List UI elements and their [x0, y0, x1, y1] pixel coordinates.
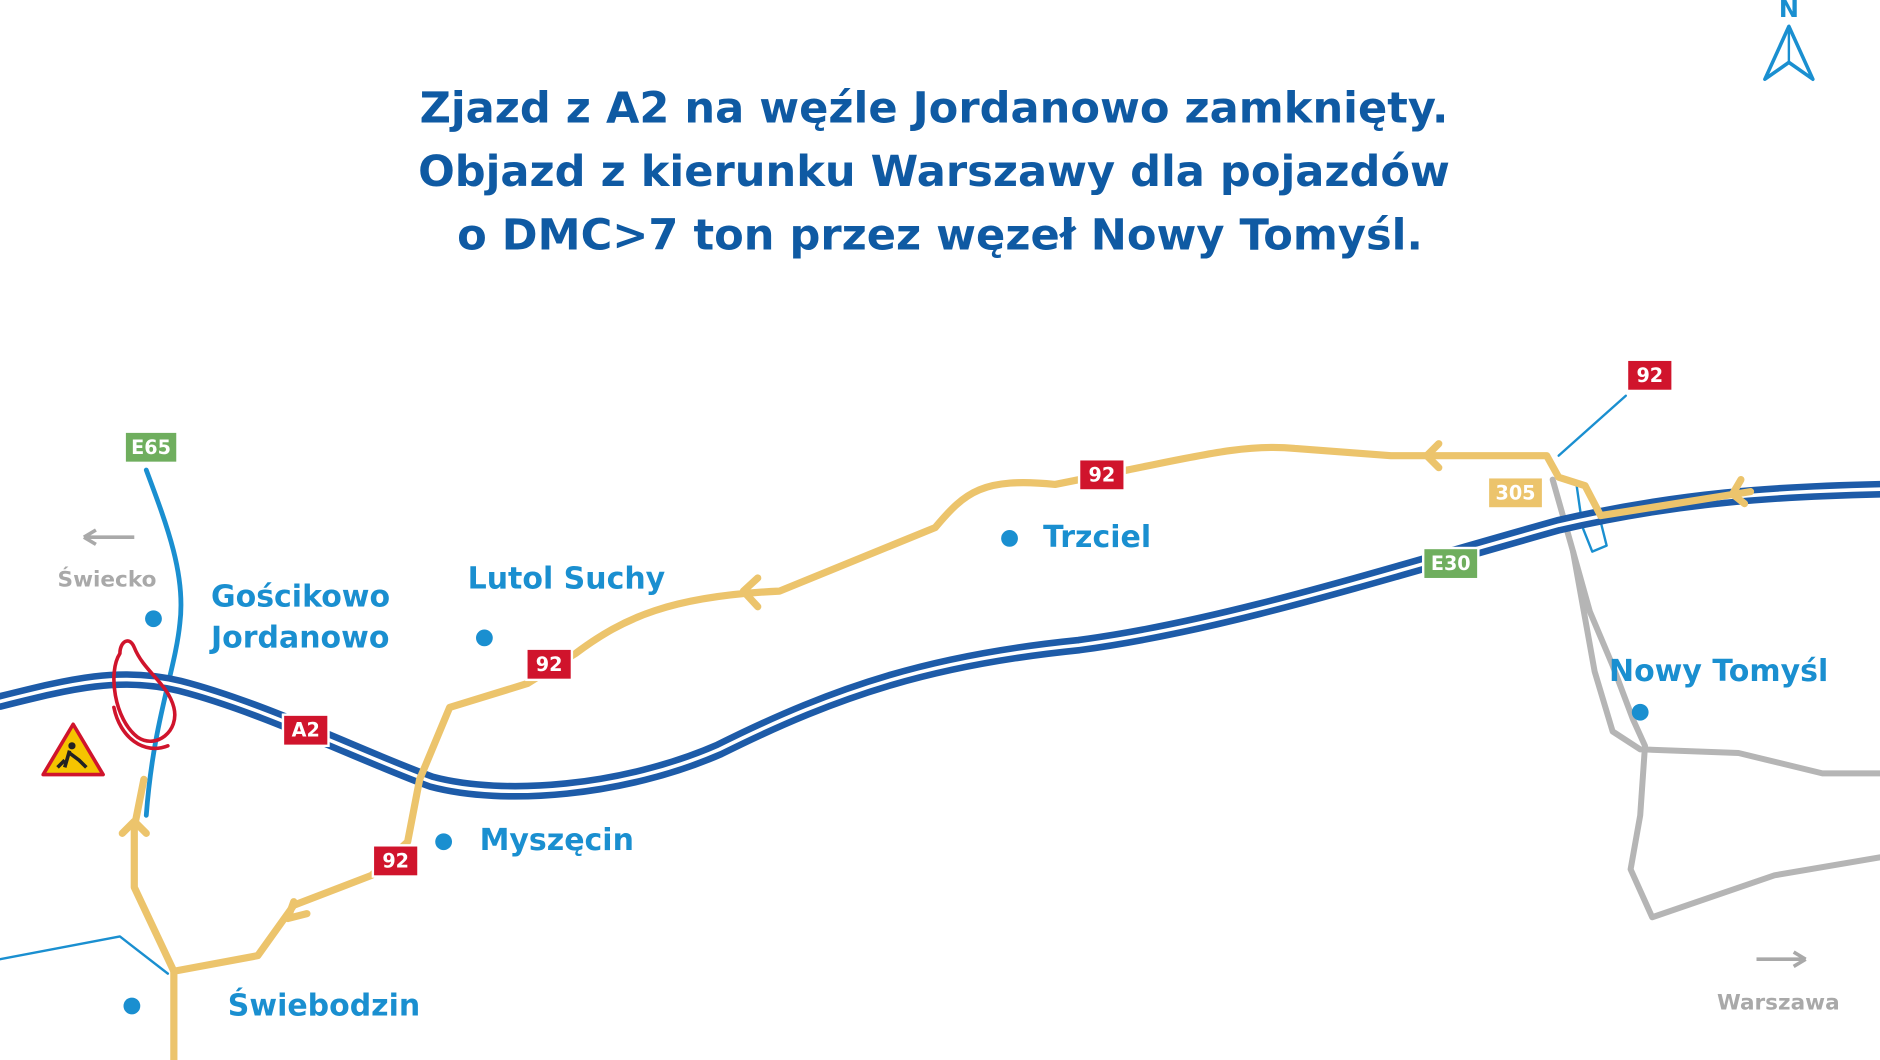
direction-arrow — [1756, 950, 1807, 968]
loop — [112, 639, 177, 744]
roadworks-sign — [41, 722, 105, 777]
detour-route — [118, 440, 1755, 1060]
badge-label: 305 — [1495, 481, 1535, 504]
road-e65 — [143, 467, 184, 818]
badge — [123, 430, 179, 465]
place-label: Trzciel — [1043, 520, 1151, 555]
place-dot — [123, 997, 141, 1015]
badge-label: 92 — [1636, 364, 1663, 387]
badge — [1625, 358, 1674, 393]
route-arrow — [739, 574, 762, 611]
route — [170, 443, 1755, 1060]
place-label: Lutol Suchy — [468, 562, 666, 597]
route-arrow — [284, 898, 311, 923]
road — [1549, 476, 1880, 921]
place-dot — [145, 610, 162, 628]
gray-roads — [1549, 476, 1880, 921]
place-dot — [1001, 530, 1018, 547]
badge — [1421, 546, 1480, 581]
loop — [112, 705, 170, 751]
sign-triangle — [41, 722, 105, 777]
directions: Świecko Warszawa — [58, 528, 1840, 1016]
road — [1570, 548, 1644, 753]
badge-label: 92 — [536, 653, 563, 676]
compass: N — [1763, 0, 1815, 81]
road — [1639, 746, 1880, 777]
place-label: Nowy Tomyśl — [1609, 654, 1828, 689]
badge — [371, 844, 420, 878]
title-line: Objazd z kierunku Warszawy dla pojazdów — [418, 147, 1450, 197]
place-label: Jordanowo — [209, 621, 389, 656]
direction-label: Warszawa — [1717, 991, 1840, 1016]
badge — [1486, 476, 1545, 510]
place-label: Gościkowo — [211, 580, 390, 615]
place-dot — [475, 629, 493, 647]
route-arrow — [1423, 440, 1443, 472]
badge — [281, 713, 330, 748]
interchange — [112, 639, 177, 751]
badge-label: 92 — [1089, 463, 1116, 486]
place-label: Myszęcin — [480, 823, 634, 858]
sign-icon — [56, 750, 88, 769]
badge — [525, 647, 574, 682]
route — [130, 775, 178, 975]
badge-label: A2 — [292, 719, 320, 742]
thin-roads — [0, 394, 1628, 975]
place-label: Świebodzin — [228, 987, 420, 1024]
motorway-a2-divider — [0, 487, 1880, 794]
direction-arrow — [83, 528, 135, 546]
direction-label: Świecko — [58, 566, 157, 592]
title-line: Zjazd z A2 na węźle Jordanowo zamknięty. — [420, 83, 1449, 133]
road — [0, 935, 170, 975]
road-badges: E65 A2 92 92 92 92 305 E30 — [123, 358, 1674, 878]
badge-label: E30 — [1431, 552, 1471, 575]
badge — [1077, 458, 1126, 492]
badge-label: 92 — [382, 849, 409, 872]
route-arrow — [118, 817, 150, 837]
road — [1557, 394, 1628, 457]
places: Gościkowo Jordanowo Lutol Suchy Trzciel … — [123, 520, 1828, 1024]
route-arrow — [1728, 476, 1749, 508]
place-dot — [1631, 703, 1649, 721]
compass-label: N — [1779, 0, 1799, 23]
place-dot — [435, 833, 453, 851]
badge-label: E65 — [131, 436, 171, 459]
sign-icon — [68, 742, 76, 750]
title-line: o DMC>7 ton przez węzeł Nowy Tomyśl. — [457, 210, 1423, 260]
